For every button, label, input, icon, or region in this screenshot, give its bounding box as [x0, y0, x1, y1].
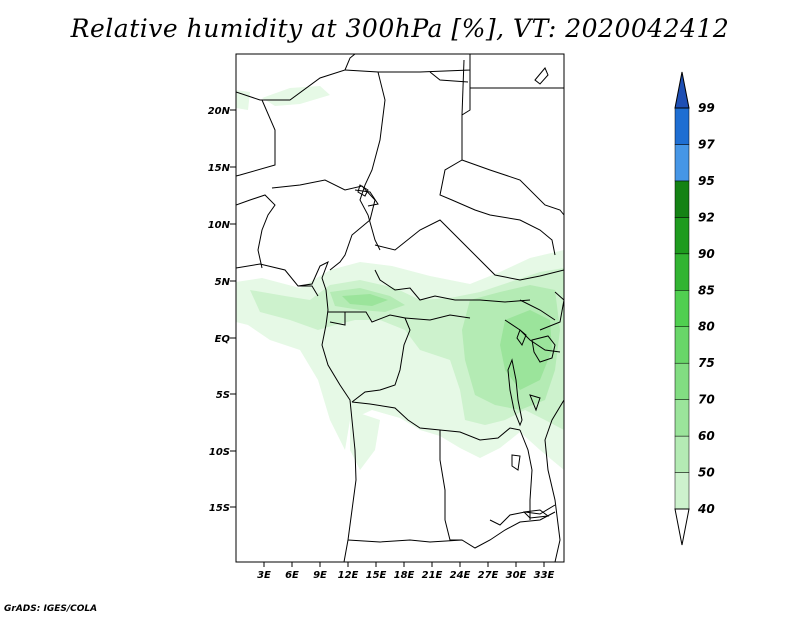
humidity-shading — [236, 86, 564, 470]
colorbar-segment — [674, 107, 690, 145]
colorbar-segment — [674, 326, 690, 364]
colorbar-segment — [674, 362, 690, 400]
colorbar-segment — [674, 399, 690, 437]
colorbar-label: 80 — [698, 320, 715, 334]
colorbar-label: 85 — [698, 283, 715, 297]
colorbar-upper-triangle — [674, 71, 690, 109]
lon-label: 33E — [534, 570, 555, 581]
colorbar-segment — [674, 253, 690, 291]
lat-label: 10S — [209, 447, 230, 458]
lon-label: 24E — [450, 570, 471, 581]
lat-label: 5S — [216, 390, 230, 401]
lat-axis — [230, 109, 236, 508]
colorbar-segment — [674, 472, 690, 510]
lon-label: 12E — [338, 570, 359, 581]
colorbar-label: 99 — [698, 101, 715, 115]
lat-label: 20N — [208, 106, 231, 117]
lat-label: 15N — [208, 163, 231, 174]
colorbar-label: 92 — [698, 210, 715, 224]
colorbar-segment — [674, 290, 690, 327]
map-title: Relative humidity at 300hPa [%], VT: 202… — [70, 14, 730, 43]
colorbar-label: 70 — [698, 393, 715, 407]
grads-credit: GrADS: IGES/COLA — [4, 604, 98, 614]
lat-label: 15S — [209, 503, 230, 514]
lon-axis — [263, 562, 545, 567]
colorbar-segment — [674, 217, 690, 255]
plot-frame — [235, 53, 565, 563]
lat-labels: 20N 15N 10N 5N EQ 5S 10S 15S — [208, 106, 231, 514]
lon-label: 6E — [285, 570, 299, 581]
lon-label: 15E — [366, 570, 387, 581]
colorbar-segment — [674, 144, 690, 182]
lon-label: 27E — [478, 570, 499, 581]
colorbar-label: 90 — [698, 247, 715, 261]
lon-labels: 3E 6E 9E 12E 15E 18E 21E 24E 27E 30E 33E — [257, 570, 554, 581]
colorbar-label: 40 — [697, 502, 715, 516]
colorbar-label: 95 — [698, 174, 715, 188]
colorbar-label: 60 — [698, 429, 715, 443]
colorbar-lower-triangle — [674, 508, 690, 546]
lon-label: 18E — [394, 570, 415, 581]
lon-label: 30E — [506, 570, 527, 581]
lat-label: 10N — [208, 220, 231, 231]
colorbar-label: 75 — [698, 356, 715, 370]
lon-label: 21E — [422, 570, 443, 581]
lat-label: EQ — [215, 334, 231, 345]
lon-label: 9E — [313, 570, 327, 581]
country-borders — [236, 54, 564, 562]
colorbar-segment — [674, 180, 690, 218]
lakes — [357, 67, 556, 519]
lat-label: 5N — [215, 277, 231, 288]
colorbar-segment — [674, 435, 690, 473]
colorbar-label: 50 — [698, 466, 715, 480]
colorbar-label: 97 — [698, 137, 715, 151]
lon-label: 3E — [257, 570, 271, 581]
colorbar: 40 50 60 70 75 80 85 90 92 95 97 99 — [674, 71, 715, 546]
